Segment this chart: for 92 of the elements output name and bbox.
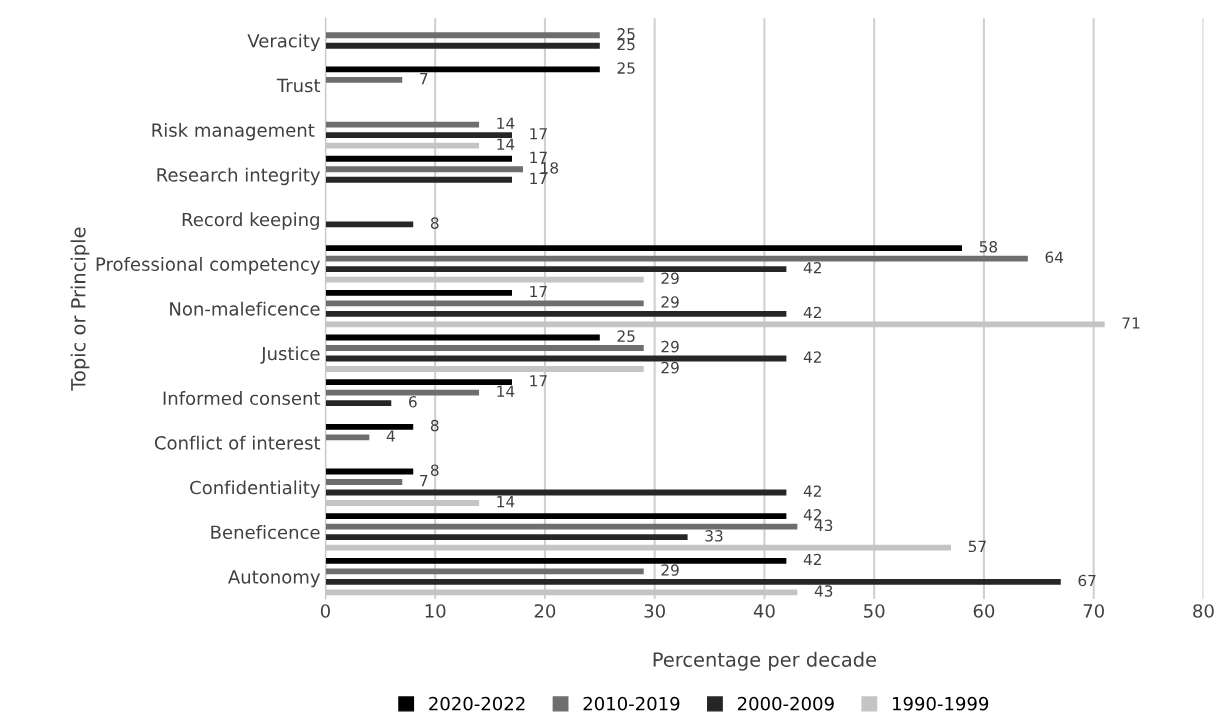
bar <box>325 513 787 520</box>
y-tick-label: Professional competency <box>96 257 321 275</box>
data-label: 42 <box>803 262 821 274</box>
bar <box>325 176 512 183</box>
bar <box>325 568 644 575</box>
y-tick-label: Confidentiality <box>190 480 321 498</box>
data-label: 25 <box>617 330 635 342</box>
bar <box>325 389 480 396</box>
data-label: 71 <box>1122 317 1140 329</box>
y-tick-label: Non-maleficence <box>170 301 320 316</box>
bar <box>325 255 1028 262</box>
data-label: 17 <box>530 375 547 387</box>
data-label: 29 <box>661 340 679 353</box>
y-tick-label: Risk management <box>152 122 315 141</box>
data-label: 14 <box>497 117 515 129</box>
x-axis-title: Percentage per decade <box>653 651 877 671</box>
data-label: 8 <box>430 419 439 432</box>
data-label: 43 <box>814 519 833 532</box>
data-label: 25 <box>617 38 635 51</box>
data-label: 29 <box>661 296 679 308</box>
data-label: 67 <box>1078 574 1096 587</box>
data-label: 43 <box>814 585 833 597</box>
data-label: 7 <box>420 475 428 487</box>
y-tick-label: Informed consent <box>163 391 321 406</box>
legend-label: 2020-2022 <box>429 696 525 711</box>
bar <box>325 423 414 430</box>
data-label: 17 <box>530 285 547 298</box>
y-tick-label: Record keeping <box>182 212 319 230</box>
bar <box>325 345 644 351</box>
data-label: 58 <box>979 241 998 253</box>
bar <box>325 289 512 296</box>
data-label: 57 <box>968 540 986 553</box>
bar <box>325 32 600 39</box>
y-tick-label: Trust <box>276 78 321 93</box>
y-tick-label: Conflict of interest <box>154 435 321 450</box>
bar <box>325 245 962 252</box>
y-axis-title: Topic or Principle <box>70 227 90 391</box>
bar <box>325 534 688 541</box>
bar <box>325 166 523 173</box>
bar <box>325 557 787 564</box>
data-label: 14 <box>497 385 515 397</box>
legend-label: 2010-2019 <box>583 696 680 711</box>
bar <box>325 300 644 307</box>
data-label: 17 <box>530 172 547 184</box>
x-tick-label: 0 <box>320 604 330 618</box>
bar <box>325 42 600 49</box>
bar <box>325 379 512 386</box>
bar <box>325 155 512 162</box>
x-tick-label: 10 <box>425 604 446 618</box>
x-tick-label: 50 <box>864 604 885 618</box>
bar <box>325 77 403 83</box>
data-label: 14 <box>497 138 515 150</box>
y-tick-label: Autonomy <box>228 570 321 588</box>
bar <box>325 132 512 138</box>
x-tick-label: 60 <box>973 604 995 618</box>
x-tick-label: 20 <box>534 604 556 618</box>
data-label: 29 <box>661 361 679 374</box>
bar <box>325 400 392 407</box>
data-label: 6 <box>409 396 417 408</box>
data-label: 14 <box>497 496 515 508</box>
legend-label: 1990-1999 <box>892 696 989 711</box>
bar <box>325 479 403 485</box>
bar <box>325 434 370 441</box>
data-label: 42 <box>803 485 821 497</box>
data-label: 64 <box>1045 251 1064 264</box>
y-tick-label: Research integrity <box>157 167 321 186</box>
data-label: 17 <box>530 128 547 140</box>
x-tick-label: 40 <box>753 604 775 618</box>
data-label: 4 <box>386 430 395 442</box>
legend-label: 2000-2009 <box>737 696 834 711</box>
data-label: 17 <box>530 151 547 163</box>
bar <box>325 310 787 317</box>
y-tick-label: Beneficence <box>211 525 320 540</box>
bar <box>325 523 798 530</box>
data-label: 42 <box>803 553 821 566</box>
x-tick-label: 30 <box>644 604 665 618</box>
y-tick-label: Justice <box>260 346 320 364</box>
data-label: 42 <box>803 351 821 363</box>
y-tick-label: Veracity <box>247 33 321 52</box>
data-label: 8 <box>430 217 439 229</box>
data-label: 25 <box>617 62 635 74</box>
data-label: 8 <box>430 464 439 476</box>
data-label: 42 <box>803 509 821 521</box>
data-label: 29 <box>661 564 679 576</box>
data-label: 29 <box>661 272 679 285</box>
bar <box>325 266 787 273</box>
data-label: 33 <box>705 530 723 542</box>
x-tick-label: 70 <box>1083 604 1104 618</box>
bar <box>325 578 1061 585</box>
data-label: 7 <box>420 72 428 85</box>
data-label: 42 <box>803 306 821 319</box>
x-tick-label: 80 <box>1193 604 1214 618</box>
